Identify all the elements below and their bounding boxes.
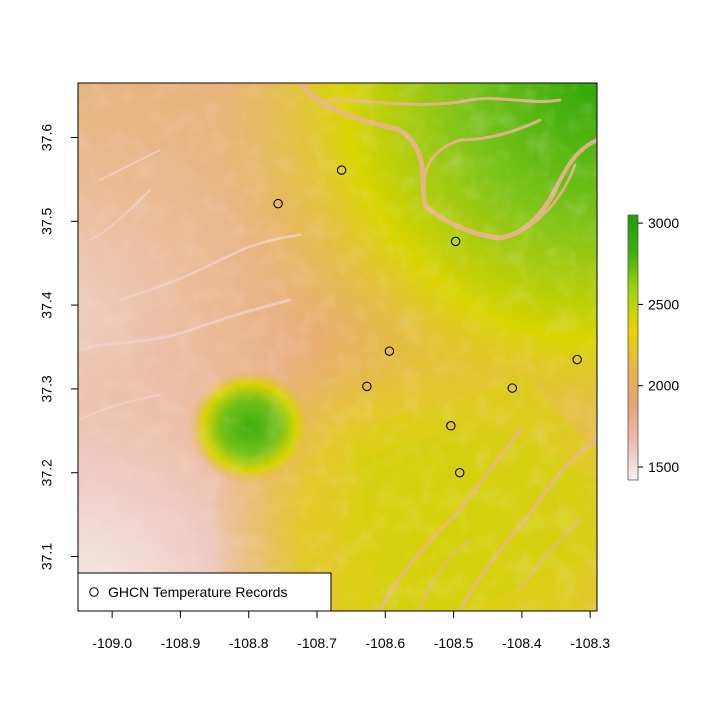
station-marker [450, 236, 461, 247]
x-tick-label: -108.6 [365, 635, 405, 651]
x-tick-label: -109.0 [92, 635, 132, 651]
colorbar-scale [627, 214, 639, 481]
y-axis: 37.1 37.2 37.3 37.4 37.5 37.6 [39, 124, 79, 570]
station-marker [336, 165, 347, 175]
y-tick-label: 37.4 [39, 291, 55, 318]
colorbar-tick-label: 2500 [648, 296, 679, 312]
station-markers [273, 165, 582, 478]
legend-station-symbol [89, 587, 99, 597]
x-axis: -109.0 -108.9 -108.8 -108.7 -108.6 -108.5 -108… [92, 610, 610, 651]
legend: GHCN Temperature Records [77, 572, 332, 612]
x-tick-label: -108.9 [161, 635, 201, 651]
station-marker [454, 467, 465, 478]
station-marker [273, 198, 283, 209]
elevation-raster [78, 83, 597, 611]
station-marker [572, 354, 582, 365]
colorbar-tick-label: 2000 [648, 378, 679, 394]
station-marker [384, 346, 395, 356]
y-tick-label: 37.3 [39, 375, 55, 402]
station-marker [507, 383, 518, 393]
y-tick-label: 37.1 [39, 543, 55, 570]
x-tick-label: -108.5 [434, 635, 474, 651]
legend-box [77, 572, 332, 612]
elevation-colorbar: 1500 2000 2500 3000 [627, 214, 679, 481]
x-tick-label: -108.3 [570, 635, 610, 651]
x-tick-label: -108.4 [502, 635, 542, 651]
y-tick-label: 37.2 [39, 459, 55, 486]
colorbar-tick-label: 3000 [648, 215, 679, 231]
y-tick-label: 37.5 [39, 207, 55, 234]
x-tick-label: -108.8 [229, 635, 269, 651]
colorbar-tick-label: 1500 [648, 459, 679, 475]
colorbar-ticks: 1500 2000 2500 3000 [638, 215, 679, 475]
x-tick-label: -108.7 [297, 635, 337, 651]
station-marker [446, 421, 456, 431]
station-marker [362, 381, 372, 392]
y-tick-label: 37.6 [39, 124, 55, 151]
legend-label: GHCN Temperature Records [108, 584, 287, 600]
